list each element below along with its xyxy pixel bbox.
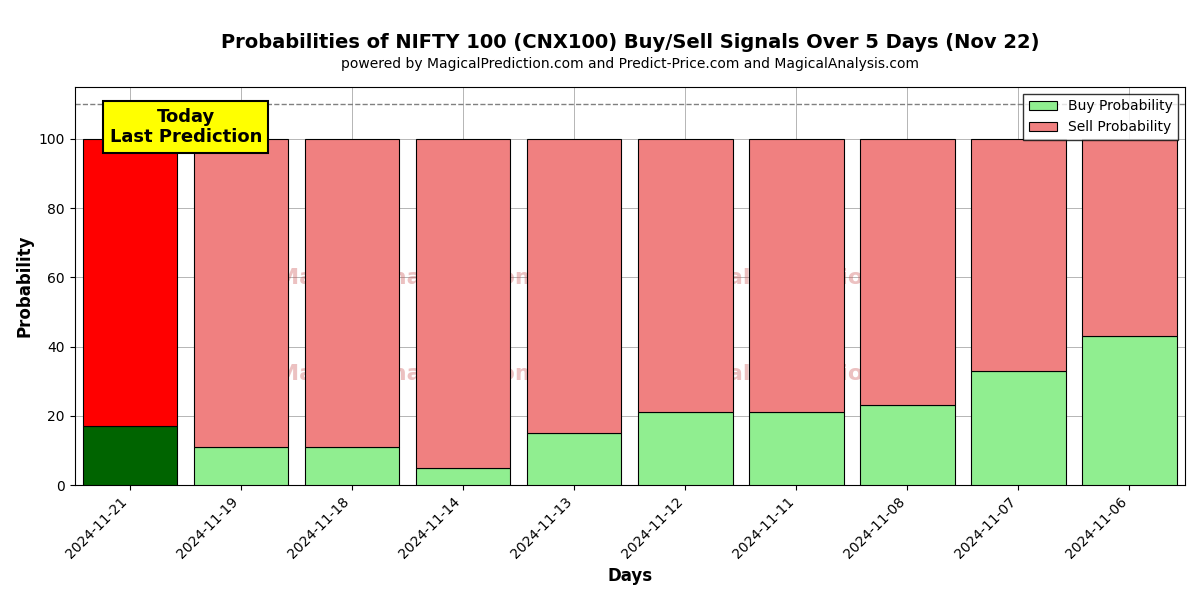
Text: MagicalAnalysis.com: MagicalAnalysis.com bbox=[277, 364, 539, 383]
Bar bbox=[638, 412, 732, 485]
Bar bbox=[83, 139, 178, 426]
Bar bbox=[305, 139, 400, 447]
Bar bbox=[194, 447, 288, 485]
X-axis label: Days: Days bbox=[607, 567, 653, 585]
Text: MagicalPrediction.com: MagicalPrediction.com bbox=[654, 268, 940, 288]
Bar bbox=[1082, 336, 1177, 485]
Text: MagicalAnalysis.com: MagicalAnalysis.com bbox=[277, 268, 539, 288]
Bar bbox=[527, 433, 622, 485]
Bar bbox=[749, 139, 844, 412]
Legend: Buy Probability, Sell Probability: Buy Probability, Sell Probability bbox=[1024, 94, 1178, 140]
Bar bbox=[416, 468, 510, 485]
Bar bbox=[305, 447, 400, 485]
Bar bbox=[527, 139, 622, 433]
Text: powered by MagicalPrediction.com and Predict-Price.com and MagicalAnalysis.com: powered by MagicalPrediction.com and Pre… bbox=[341, 57, 919, 71]
Text: Today
Last Prediction: Today Last Prediction bbox=[109, 107, 262, 146]
Bar bbox=[749, 412, 844, 485]
Bar bbox=[1082, 139, 1177, 336]
Bar bbox=[194, 139, 288, 447]
Bar bbox=[971, 371, 1066, 485]
Bar bbox=[638, 139, 732, 412]
Bar bbox=[971, 139, 1066, 371]
Title: Probabilities of NIFTY 100 (CNX100) Buy/Sell Signals Over 5 Days (Nov 22): Probabilities of NIFTY 100 (CNX100) Buy/… bbox=[221, 33, 1039, 52]
Bar bbox=[860, 406, 955, 485]
Text: MagicalPrediction.com: MagicalPrediction.com bbox=[654, 364, 940, 383]
Bar bbox=[416, 139, 510, 468]
Bar bbox=[860, 139, 955, 406]
Y-axis label: Probability: Probability bbox=[16, 235, 34, 337]
Bar bbox=[83, 426, 178, 485]
